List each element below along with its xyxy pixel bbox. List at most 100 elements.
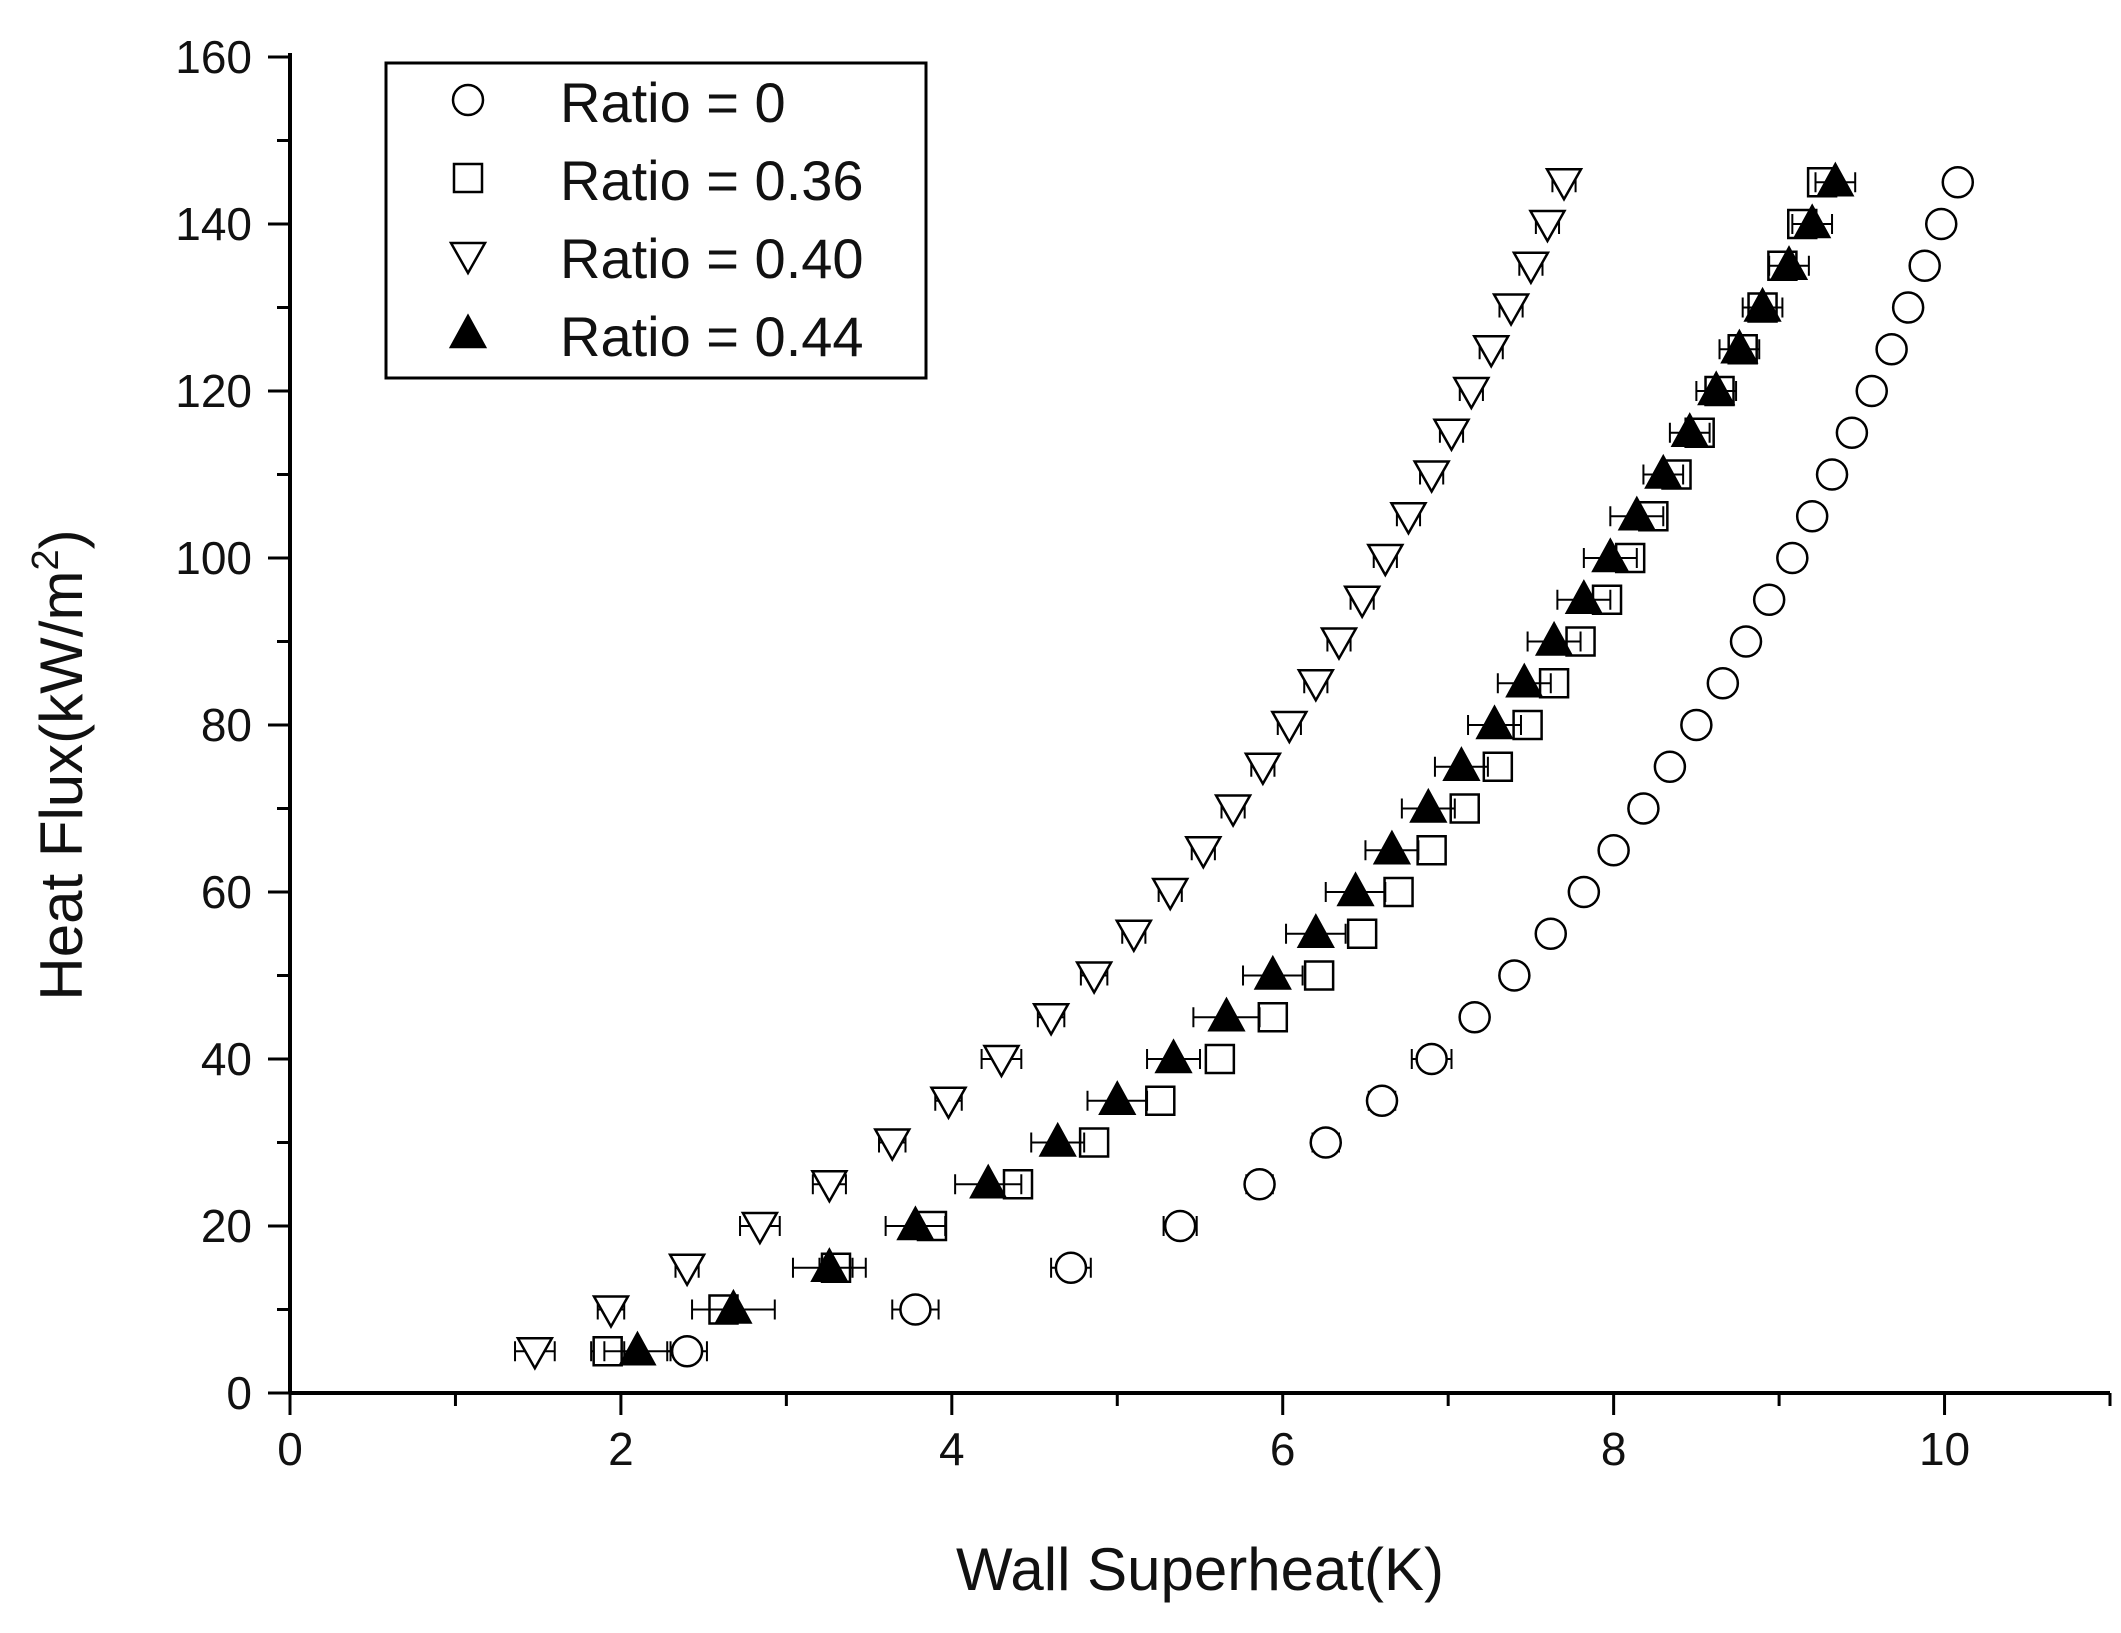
legend-marker (452, 162, 484, 194)
y-axis-title-close: ) (28, 529, 95, 549)
legend-marker (448, 313, 488, 349)
data-point (1409, 787, 1448, 823)
y-tick-label: 160 (175, 31, 252, 83)
data-point (591, 1295, 631, 1330)
data-point (1432, 418, 1471, 453)
data-point (1054, 1251, 1088, 1284)
data-point (1154, 1038, 1193, 1074)
x-tick-label: 6 (1270, 1423, 1296, 1475)
data-point (1941, 166, 1975, 199)
data-point (1498, 959, 1531, 992)
legend-marker (448, 241, 488, 276)
data-point (1383, 876, 1414, 908)
data-point (1769, 245, 1809, 280)
data-point (1706, 667, 1740, 700)
data-point (1243, 1168, 1276, 1201)
series-ratio-0-44 (603, 161, 1857, 1366)
data-point (1257, 1002, 1289, 1033)
plot-area (514, 161, 1975, 1371)
data-point (1697, 370, 1736, 406)
data-point (670, 1335, 704, 1368)
data-point (1793, 203, 1832, 239)
data-point (1627, 792, 1660, 825)
data-point (1031, 1003, 1071, 1037)
data-point (667, 1253, 707, 1288)
data-point (1365, 1084, 1399, 1117)
data-point (618, 1330, 657, 1366)
data-point (1336, 871, 1375, 907)
data-point (1534, 620, 1574, 656)
data-point (1752, 583, 1786, 616)
legend-label: Ratio = 0 (560, 71, 786, 134)
series-ratio-0 (666, 166, 1975, 1368)
y-tick-label: 80 (201, 699, 252, 751)
data-point (1074, 961, 1114, 996)
data-point (1875, 333, 1908, 366)
data-point (1597, 834, 1630, 867)
data-point (899, 1293, 932, 1326)
x-ticks: 0 2 4 6 8 10 (277, 1393, 2112, 1475)
data-point (1253, 954, 1292, 990)
y-tick-label: 20 (201, 1200, 252, 1252)
data-point (1303, 960, 1335, 991)
x-tick-label: 2 (608, 1423, 634, 1475)
data-point (1743, 286, 1782, 322)
x-tick-label: 0 (277, 1423, 303, 1475)
data-point (1270, 710, 1309, 745)
data-point (810, 1170, 849, 1204)
legend-label: Ratio = 0.36 (560, 149, 864, 212)
data-point (969, 1163, 1008, 1199)
data-point (1098, 1080, 1137, 1115)
data-point (929, 1086, 968, 1121)
axes: 0 2 4 6 8 10 0 20 40 60 80 100 120 140 160 (175, 31, 2112, 1475)
legend-label: Ratio = 0.44 (560, 305, 864, 368)
data-point (1163, 1209, 1197, 1243)
y-axis-title: Heat Flux(kW/m2) (25, 529, 95, 1000)
y-tick-label: 140 (175, 198, 252, 250)
data-point (1544, 168, 1584, 202)
data-point (873, 1128, 912, 1163)
data-point (1296, 913, 1335, 948)
data-point (1816, 161, 1855, 197)
data-point (1729, 625, 1763, 658)
y-tick-label: 60 (201, 866, 252, 918)
data-point (1243, 752, 1283, 787)
data-point (1204, 1043, 1236, 1075)
data-point (1343, 585, 1382, 620)
data-point (1855, 374, 1888, 408)
data-point (1511, 251, 1551, 286)
data-point (1534, 917, 1568, 950)
data-point (1415, 1042, 1448, 1076)
data-point (1795, 500, 1829, 533)
data-point (1505, 662, 1544, 698)
data-point (1924, 207, 1958, 241)
data-point (1366, 543, 1405, 578)
data-point (1389, 502, 1428, 536)
data-point (1564, 579, 1603, 614)
data-point (1346, 918, 1378, 949)
x-axis-title: Wall Superheat(K) (956, 1536, 1444, 1603)
data-point (1372, 829, 1412, 865)
data-point (1617, 495, 1656, 531)
y-tick-label: 40 (201, 1033, 252, 1085)
data-point (896, 1205, 935, 1241)
data-point (1416, 835, 1447, 866)
data-point (1412, 460, 1451, 495)
x-tick-label: 8 (1601, 1423, 1627, 1475)
data-point (1038, 1121, 1077, 1157)
y-axis-title-main: Heat Flux(kW/m (28, 571, 95, 1001)
y-tick-label: 120 (175, 365, 252, 417)
data-point (1475, 704, 1514, 740)
data-point (1644, 453, 1683, 489)
series-ratio-0-40 (514, 168, 1584, 1371)
data-point (1720, 328, 1759, 364)
data-point (1145, 1085, 1176, 1116)
data-point (1908, 249, 1941, 282)
legend-label: Ratio = 0.40 (560, 227, 864, 290)
data-point (1680, 708, 1713, 742)
data-point (1776, 541, 1809, 575)
data-point (1213, 794, 1253, 829)
data-point (1591, 537, 1630, 573)
